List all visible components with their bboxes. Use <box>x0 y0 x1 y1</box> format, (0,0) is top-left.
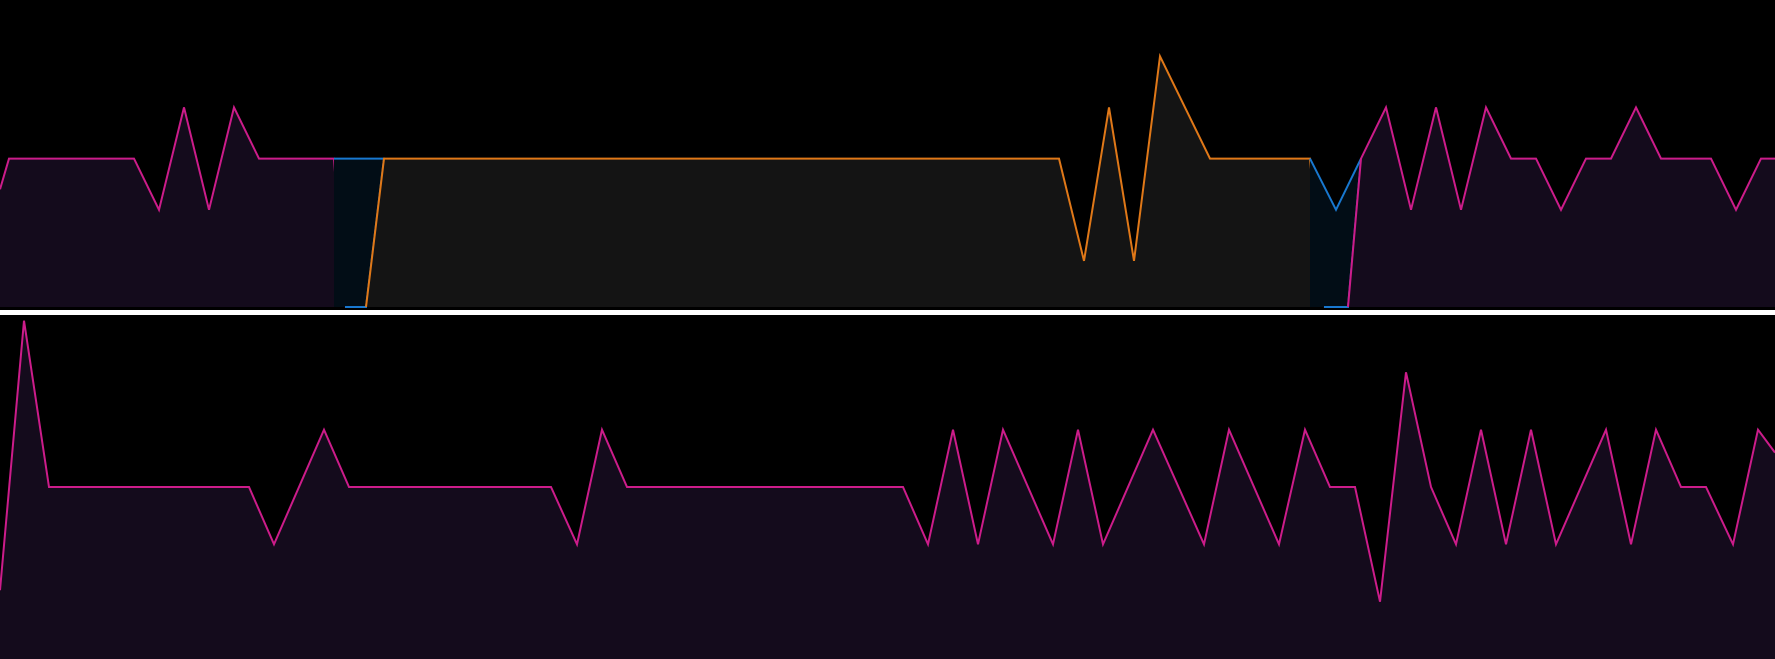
chart-panel-bottom <box>0 320 1775 659</box>
series-area-0-3 <box>1310 158 1361 307</box>
series-area-0-2 <box>366 56 1324 307</box>
series-area-0-1 <box>334 158 384 307</box>
series-area-0-0 <box>0 107 345 308</box>
panel-divider <box>0 310 1775 315</box>
chart-panel-top <box>0 52 1775 308</box>
series-line-0-4 <box>1347 104 1775 308</box>
series-area-1-0 <box>0 320 1775 659</box>
series-area-0-4 <box>1348 107 1775 308</box>
series-line-0-2 <box>365 52 1325 308</box>
series-line-1-0 <box>0 320 1775 602</box>
series-line-0-0 <box>0 104 346 308</box>
